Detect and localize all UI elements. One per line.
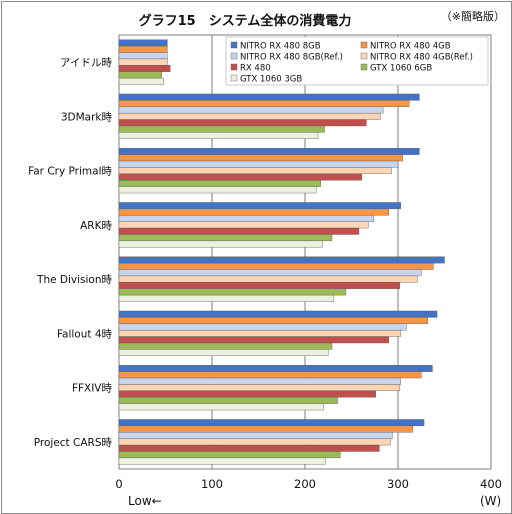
bar bbox=[118, 186, 317, 194]
bar bbox=[118, 215, 375, 222]
bar bbox=[118, 256, 445, 264]
bar bbox=[118, 425, 414, 433]
bar bbox=[118, 240, 323, 248]
y-category-label: 3DMark時 bbox=[61, 111, 113, 123]
bar bbox=[118, 457, 326, 465]
bar bbox=[118, 148, 420, 155]
bar bbox=[118, 275, 418, 283]
legend-label: GTX 1060 6GB bbox=[370, 64, 432, 74]
x-tick-label: 400 bbox=[480, 477, 502, 491]
bar bbox=[118, 365, 433, 372]
bar bbox=[118, 100, 410, 107]
legend-label: RX 480 bbox=[240, 64, 271, 74]
bar bbox=[118, 282, 401, 289]
bar bbox=[118, 444, 380, 452]
bar bbox=[118, 132, 319, 139]
x-tick-label: 0 bbox=[115, 477, 122, 491]
bar bbox=[118, 432, 393, 439]
bar bbox=[118, 329, 401, 337]
bar bbox=[118, 39, 168, 47]
x-tick-label: 100 bbox=[201, 477, 223, 491]
legend-swatch bbox=[360, 63, 368, 71]
y-category-label: Project CARS時 bbox=[34, 437, 113, 449]
y-category-label: Fallout 4時 bbox=[57, 328, 113, 340]
legend-label: NITRO RX 480 8GB bbox=[240, 42, 321, 52]
x-axis-unit-label: (W) bbox=[480, 494, 501, 508]
bar bbox=[118, 65, 171, 72]
bar bbox=[118, 71, 162, 79]
legend-swatch bbox=[230, 74, 238, 82]
bar bbox=[118, 317, 428, 324]
bar bbox=[118, 112, 381, 120]
bar bbox=[118, 377, 401, 385]
bar bbox=[118, 323, 407, 331]
bar bbox=[118, 371, 422, 379]
bar bbox=[118, 390, 376, 398]
bar bbox=[118, 52, 168, 60]
chart-title: グラフ15 システム全体の消費電力 bbox=[139, 13, 352, 29]
legend-label: NITRO RX 480 8GB(Ref.) bbox=[240, 53, 343, 63]
bar bbox=[118, 294, 335, 302]
bar bbox=[118, 154, 403, 162]
x-tick-label: 200 bbox=[294, 477, 316, 491]
legend-swatch bbox=[230, 52, 238, 60]
y-category-label: ARK時 bbox=[80, 220, 112, 232]
x-axis: 0 100 200 300 400 bbox=[115, 477, 502, 491]
bar bbox=[118, 106, 384, 114]
bar bbox=[118, 288, 347, 296]
bar bbox=[118, 451, 341, 459]
legend-swatch bbox=[360, 52, 368, 60]
bar bbox=[118, 58, 168, 66]
chart-note: （※簡略版） bbox=[441, 9, 505, 23]
bar bbox=[118, 160, 399, 168]
bar bbox=[118, 119, 367, 127]
bar bbox=[118, 93, 420, 101]
bar bbox=[118, 349, 329, 356]
bar bbox=[118, 234, 333, 242]
bar bbox=[118, 173, 362, 181]
legend-swatch bbox=[230, 41, 238, 49]
bar bbox=[118, 77, 164, 85]
bar bbox=[118, 202, 401, 210]
bar bbox=[118, 45, 168, 53]
bar bbox=[118, 384, 401, 392]
bar bbox=[118, 403, 324, 411]
bar bbox=[118, 125, 325, 133]
y-category-label: アイドル時 bbox=[60, 57, 112, 69]
y-axis: アイドル時 3DMark時 Far Cry Primal時 ARK時 The Divis… bbox=[28, 57, 112, 449]
bar bbox=[118, 397, 338, 404]
legend-swatch bbox=[230, 63, 238, 71]
bar bbox=[118, 342, 333, 350]
bar bbox=[118, 227, 360, 235]
legend-swatch bbox=[360, 41, 368, 49]
bar bbox=[118, 262, 434, 270]
bar bbox=[118, 310, 438, 318]
legend-label: GTX 1060 3GB bbox=[240, 75, 302, 85]
y-category-label: The Division時 bbox=[36, 274, 112, 286]
bar bbox=[118, 180, 322, 187]
y-category-label: Far Cry Primal時 bbox=[28, 166, 112, 178]
plot-area bbox=[118, 34, 492, 470]
bar bbox=[118, 167, 392, 175]
bar bbox=[118, 208, 389, 216]
bar bbox=[118, 269, 422, 277]
legend-label: NITRO RX 480 4GB(Ref.) bbox=[370, 53, 473, 63]
legend-box bbox=[225, 36, 489, 86]
bar bbox=[118, 438, 391, 446]
legend-label: NITRO RX 480 4GB bbox=[370, 42, 451, 52]
bar bbox=[118, 336, 389, 344]
bar bbox=[118, 221, 369, 229]
y-category-label: FFXIV時 bbox=[72, 383, 113, 395]
x-axis-low-label: Low← bbox=[128, 494, 162, 508]
x-tick-label: 300 bbox=[387, 477, 409, 491]
bar bbox=[118, 419, 425, 427]
